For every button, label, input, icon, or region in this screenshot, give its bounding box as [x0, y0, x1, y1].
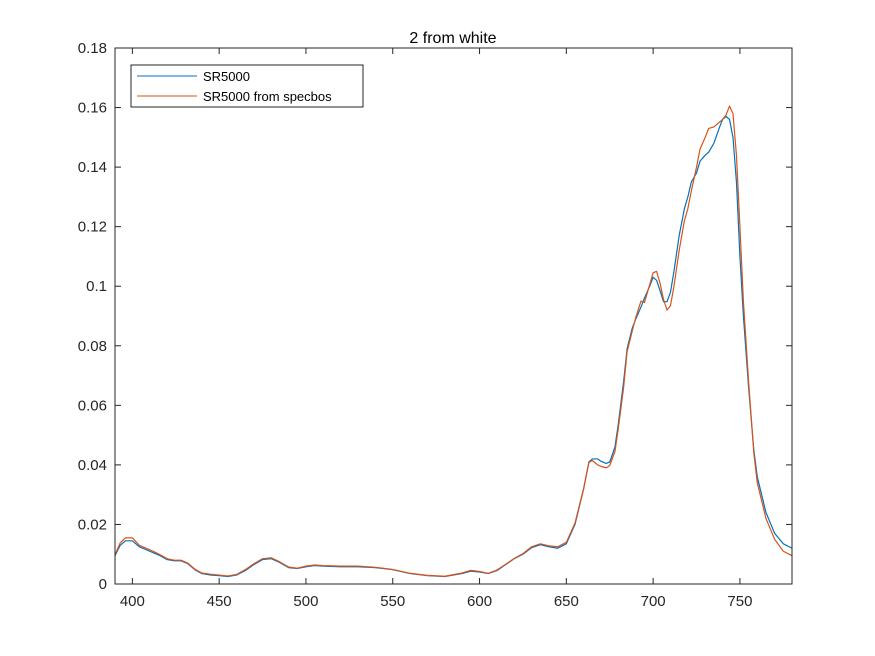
y-tick-label: 0.06 — [78, 397, 107, 414]
x-tick-label: 750 — [727, 593, 752, 610]
y-tick-label: 0.02 — [78, 516, 107, 533]
y-axis: 0 0.02 0.04 0.06 0.08 0.1 0.12 0.14 0.16 0.18 — [78, 40, 792, 593]
x-tick-label: 550 — [380, 593, 405, 610]
y-tick-label: 0.1 — [86, 278, 107, 295]
x-tick-label: 650 — [554, 593, 579, 610]
legend-box — [130, 64, 364, 108]
plot-area — [115, 48, 792, 584]
legend-label-sr5000: SR5000 — [203, 69, 250, 84]
axes-box — [114, 47, 793, 585]
legend-label-specbos: SR5000 from specbos — [203, 89, 332, 104]
series-line-sr5000-from-specbos — [114, 105, 793, 577]
y-tick-label: 0.08 — [78, 338, 107, 355]
y-tick-label: 0.04 — [78, 457, 107, 474]
x-axis: 400 450 500 550 600 650 700 750 — [120, 48, 752, 610]
x-tick-label: 500 — [293, 593, 318, 610]
y-tick-label: 0.12 — [78, 219, 107, 236]
legend: SR5000 SR5000 from specbos — [130, 64, 364, 108]
x-tick-label: 450 — [207, 593, 232, 610]
y-tick-label: 0 — [99, 576, 107, 593]
y-tick-label: 0.16 — [78, 100, 107, 117]
chart-title: 2 from white — [409, 30, 496, 47]
x-tick-label: 700 — [641, 593, 666, 610]
x-tick-label: 600 — [467, 593, 492, 610]
x-tick-label: 400 — [120, 593, 145, 610]
y-tick-label: 0.14 — [78, 159, 107, 176]
series-layer — [114, 105, 793, 578]
y-tick-label: 0.18 — [78, 40, 107, 57]
